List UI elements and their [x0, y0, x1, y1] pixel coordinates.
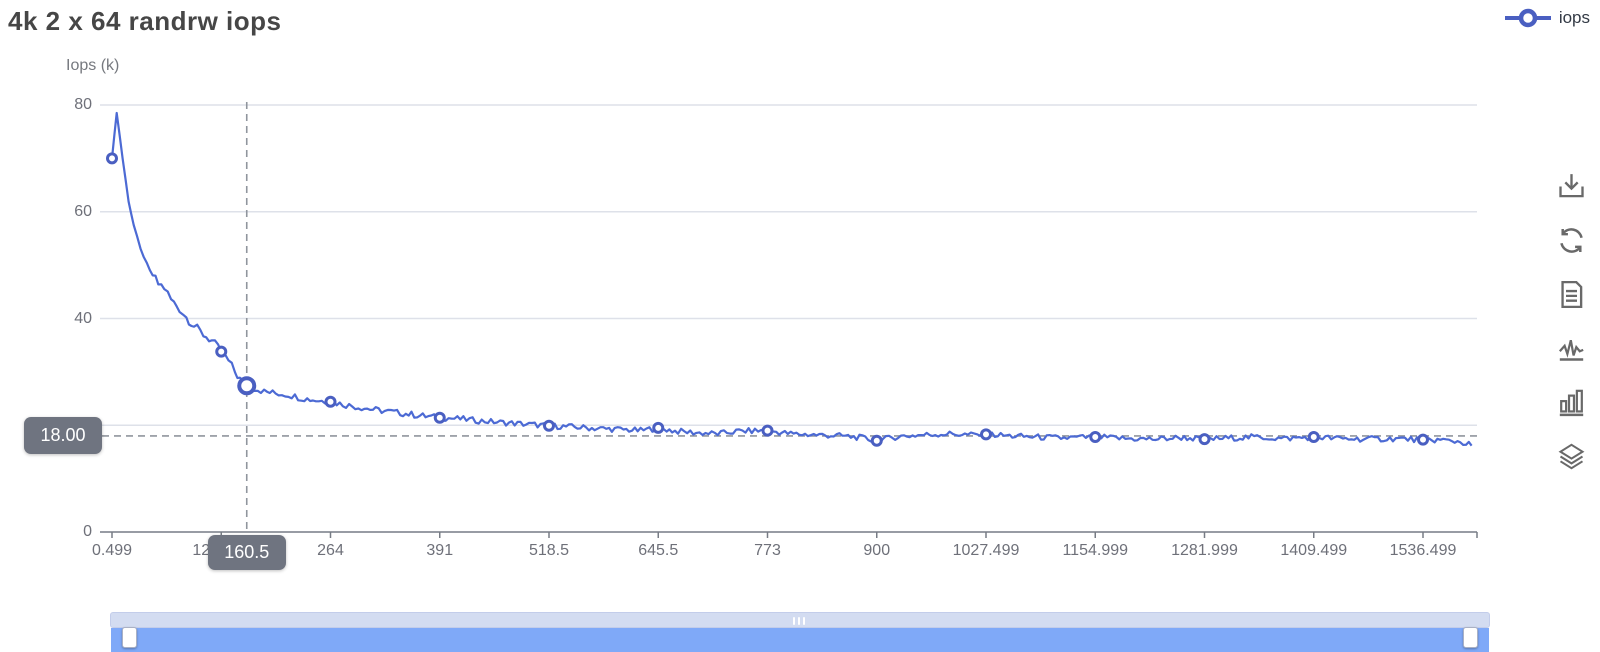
x-axis-label: 1536.499 — [1389, 542, 1457, 559]
data-point-marker[interactable] — [980, 428, 992, 441]
x-axis-label: 0.499 — [91, 542, 133, 559]
data-point-marker[interactable] — [652, 421, 665, 434]
y-axis-label: 80 — [74, 96, 92, 113]
datazoom-grip-icon — [793, 617, 805, 625]
highlighted-point-marker[interactable] — [237, 376, 257, 396]
x-axis-label: 391 — [426, 542, 454, 559]
y-axis-label: 0 — [83, 523, 92, 540]
page-title: 4k 2 x 64 randrw iops — [8, 6, 282, 36]
data-point-marker[interactable] — [761, 424, 774, 437]
datazoom-move-handle[interactable] — [110, 612, 1490, 628]
x-axispointer-badge: 160.5 — [207, 535, 286, 570]
x-axis-label: 645.5 — [638, 542, 679, 559]
y-axispointer-badge: 18.00 — [24, 417, 102, 454]
data-view-button[interactable] — [1555, 278, 1588, 311]
data-point-marker[interactable] — [324, 395, 337, 408]
stack-button[interactable] — [1555, 440, 1588, 473]
line-chart-type-button[interactable] — [1555, 332, 1588, 365]
toolbox — [1555, 170, 1588, 473]
line-series-legend-icon — [1504, 8, 1551, 28]
data-point-marker[interactable] — [1417, 433, 1429, 446]
download-icon — [1559, 174, 1584, 198]
x-axis-label: 1027.499 — [952, 542, 1020, 559]
data-point-marker[interactable] — [433, 411, 446, 424]
save-image-button[interactable] — [1555, 170, 1588, 203]
y-axis-label: 40 — [74, 309, 92, 327]
data-point-marker[interactable] — [106, 152, 118, 165]
series-line-iops[interactable] — [110, 111, 1473, 447]
restore-button[interactable] — [1555, 224, 1588, 257]
datazoom-filler[interactable] — [111, 628, 1489, 652]
legend-label: iops — [1558, 8, 1590, 27]
x-axis-label: 1281.999 — [1171, 542, 1238, 559]
x-axis-label: 1409.499 — [1280, 542, 1348, 559]
document-icon — [1561, 280, 1583, 309]
refresh-icon — [1560, 228, 1583, 253]
bar-chart-icon — [1559, 389, 1584, 417]
data-point-marker[interactable] — [1307, 430, 1320, 443]
data-point-marker[interactable] — [870, 434, 883, 447]
data-point-marker[interactable] — [1089, 430, 1102, 443]
bar-chart-type-button[interactable] — [1555, 386, 1588, 419]
data-point-marker[interactable] — [1198, 433, 1211, 446]
datazoom-slider — [110, 612, 1490, 652]
y-axis-label: 60 — [74, 202, 92, 220]
datazoom-right-handle[interactable] — [1463, 627, 1478, 648]
legend-item-iops[interactable]: iops — [1504, 8, 1590, 28]
data-point-marker[interactable] — [215, 345, 228, 358]
x-axis-label: 1154.999 — [1062, 542, 1129, 559]
datazoom-left-handle[interactable] — [122, 627, 137, 648]
plot-area[interactable] — [0, 0, 1600, 600]
x-axis-label: 900 — [863, 542, 891, 559]
x-axis-label: 518.5 — [528, 542, 570, 559]
data-point-marker[interactable] — [543, 419, 555, 432]
x-axis-label: 773 — [754, 542, 781, 559]
line-chart-icon — [1558, 339, 1584, 361]
x-axis-label: 264 — [317, 542, 344, 559]
y-axis-name: Iops (k) — [66, 57, 120, 74]
layers-icon — [1558, 443, 1585, 470]
